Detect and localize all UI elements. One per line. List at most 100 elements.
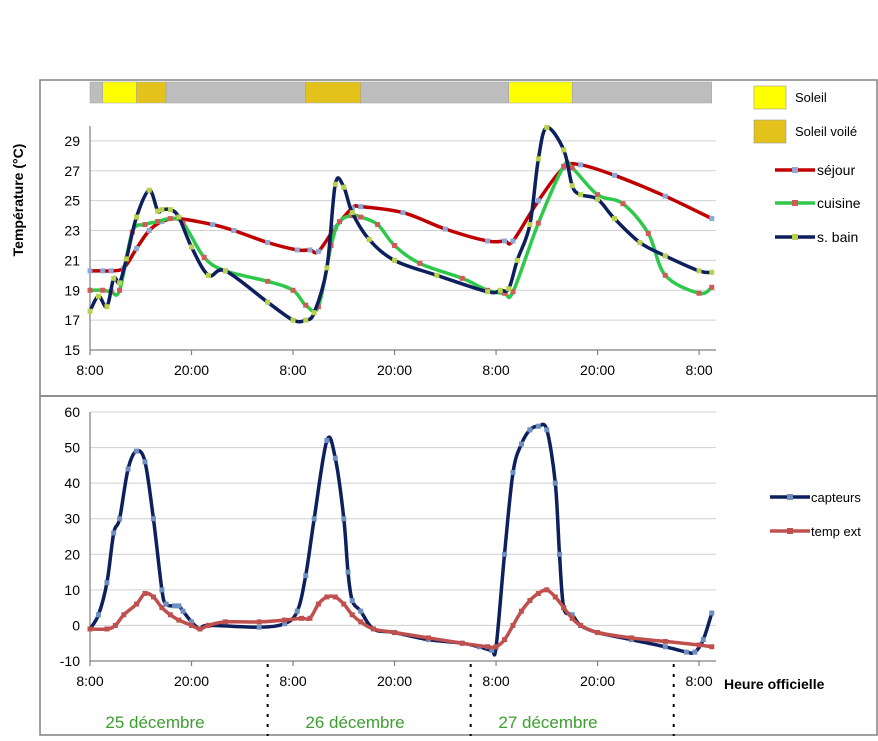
bottom-x-tick-label: 20:00 xyxy=(580,673,615,689)
series-line-cuisine xyxy=(88,159,714,314)
data-point-capteurs xyxy=(557,551,562,557)
data-point-cuisine xyxy=(569,165,575,171)
bottom-legend: capteurs temp ext xyxy=(770,490,861,539)
legend-marker-cuisine xyxy=(792,200,798,206)
data-point-cuisine xyxy=(265,278,271,284)
data-point-s-bain xyxy=(392,257,398,263)
bottom-y-tick-label: 20 xyxy=(64,546,80,562)
top-y-tick-label: 23 xyxy=(64,223,80,239)
data-point-s-bain xyxy=(95,293,101,299)
data-point-capteurs xyxy=(569,612,575,618)
data-point-cuisine xyxy=(595,192,601,198)
data-point-temp-ext xyxy=(307,615,313,621)
data-point-s-bain xyxy=(146,187,152,193)
data-point-capteurs xyxy=(324,437,330,443)
bottom-x-tick-label: 8:00 xyxy=(482,673,509,689)
data-point-temp-ext xyxy=(358,619,364,625)
bottom-x-tick-label: 8:00 xyxy=(76,673,103,689)
data-point-capteurs xyxy=(535,423,541,429)
data-point-temp-ext xyxy=(205,622,211,628)
data-point-s-bain xyxy=(87,308,93,314)
data-point-s-bain xyxy=(155,208,161,214)
data-point-sejour xyxy=(307,247,313,253)
top-panel-frame xyxy=(39,79,878,397)
data-point-s-bain xyxy=(290,317,296,323)
data-point-sejour xyxy=(400,210,406,216)
bottom-y-tick-label: 40 xyxy=(64,475,80,491)
data-point-temp-ext xyxy=(189,622,195,628)
bottom-y-tick-label: 30 xyxy=(64,511,80,527)
data-point-capteurs xyxy=(282,621,288,627)
data-point-cuisine xyxy=(709,284,715,290)
data-point-temp-ext xyxy=(349,612,355,618)
data-point-temp-ext xyxy=(569,615,575,621)
bottom-x-tick-label: 20:00 xyxy=(377,673,412,689)
data-point-capteurs xyxy=(104,580,110,586)
data-point-temp-ext xyxy=(256,619,262,625)
series-line-s-bain xyxy=(88,125,714,324)
data-point-capteurs xyxy=(311,516,317,522)
data-point-s-bain xyxy=(611,216,617,222)
data-point-cuisine xyxy=(645,231,651,237)
data-point-s-bain xyxy=(123,256,129,262)
legend-marker-sejour xyxy=(792,167,798,173)
data-point-temp-ext xyxy=(552,594,558,600)
data-point-temp-ext xyxy=(535,590,541,596)
data-point-cuisine xyxy=(290,287,296,293)
legend-swatch-soleil xyxy=(753,85,787,110)
data-point-sejour xyxy=(535,198,541,204)
data-point-cuisine xyxy=(201,254,207,260)
data-point-capteurs xyxy=(552,480,558,486)
top-x-tick-label: 8:00 xyxy=(76,362,103,378)
data-point-cuisine xyxy=(87,287,93,293)
data-point-capteurs xyxy=(341,516,347,522)
data-point-s-bain xyxy=(104,304,110,310)
data-point-s-bain xyxy=(595,196,601,202)
sun-bar-segment-soleil-voile xyxy=(305,81,361,104)
top-x-tick-label: 20:00 xyxy=(174,362,209,378)
day-label-25: 25 décembre xyxy=(105,713,204,732)
bottom-y-tick-label: 50 xyxy=(64,440,80,456)
top-y-tick-label: 17 xyxy=(64,312,80,328)
data-point-capteurs xyxy=(172,603,178,609)
data-point-s-bain xyxy=(311,310,317,316)
top-x-tick-label: 20:00 xyxy=(580,362,615,378)
data-point-cuisine xyxy=(502,290,508,296)
top-y-tick-label: 25 xyxy=(64,193,80,209)
data-point-temp-ext xyxy=(459,640,465,646)
data-point-temp-ext xyxy=(370,626,376,632)
data-point-capteurs xyxy=(692,649,698,655)
data-point-capteurs xyxy=(180,608,186,614)
data-point-sejour xyxy=(100,268,106,274)
data-point-s-bain xyxy=(709,269,715,275)
day-label-27: 27 décembre xyxy=(498,713,597,732)
data-point-capteurs xyxy=(544,427,550,433)
data-point-cuisine xyxy=(662,272,668,278)
data-point-cuisine xyxy=(142,222,148,228)
data-point-s-bain xyxy=(159,207,165,213)
data-point-cuisine xyxy=(535,220,541,226)
data-point-temp-ext xyxy=(502,637,508,643)
data-point-cuisine xyxy=(417,260,423,266)
data-point-temp-ext xyxy=(527,598,533,604)
sun-bar-segment-soleil xyxy=(102,81,137,104)
data-point-s-bain xyxy=(332,181,338,187)
legend-label-cuisine: cuisine xyxy=(817,195,861,211)
data-point-s-bain xyxy=(527,222,533,228)
bottom-y-tick-label: -10 xyxy=(60,653,80,669)
data-point-temp-ext xyxy=(282,617,288,623)
data-point-s-bain xyxy=(167,207,173,213)
data-point-temp-ext xyxy=(561,605,567,611)
data-point-cuisine xyxy=(459,275,465,281)
data-point-cuisine xyxy=(315,304,321,310)
legend-label-temp-ext: temp ext xyxy=(811,524,861,539)
data-point-capteurs xyxy=(510,469,516,475)
data-point-s-bain xyxy=(176,214,182,220)
data-point-temp-ext xyxy=(134,601,140,607)
data-point-s-bain xyxy=(134,214,140,220)
legend-swatch-soleil-voile xyxy=(753,119,787,144)
data-point-capteurs xyxy=(125,466,131,472)
data-point-temp-ext xyxy=(696,642,702,648)
data-point-capteurs xyxy=(345,569,351,575)
